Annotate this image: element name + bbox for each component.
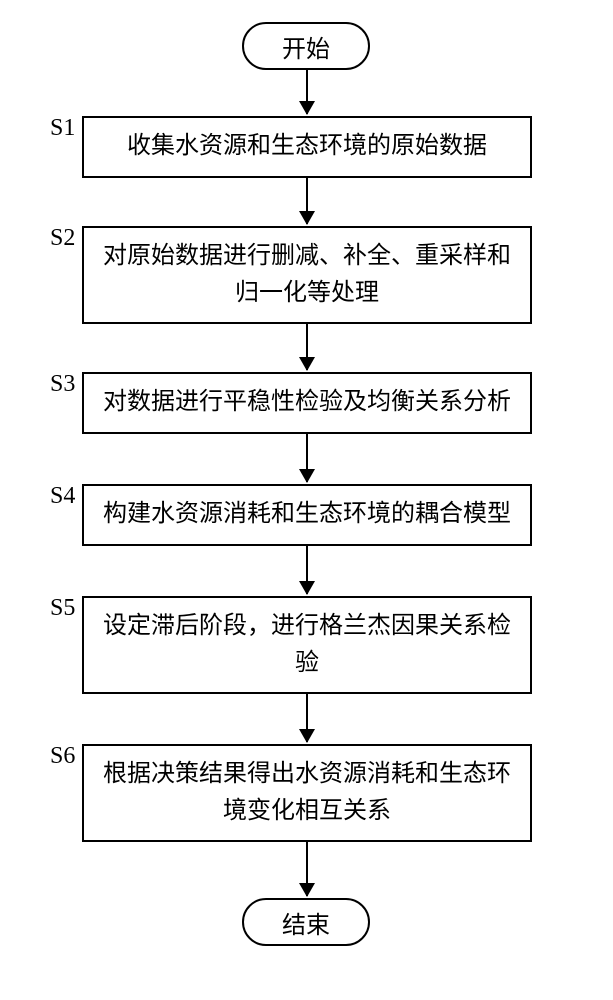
arrow-s3-s4 xyxy=(306,434,308,482)
s2-label: S2 xyxy=(50,225,75,252)
start-terminal: 开始 xyxy=(242,22,370,70)
flowchart-canvas: 开始 结束 S1 收集水资源和生态环境的原始数据 S2 对原始数据进行删减、补全… xyxy=(0,0,613,1000)
s4-text: 构建水资源消耗和生态环境的耦合模型 xyxy=(103,496,511,533)
end-terminal: 结束 xyxy=(242,898,370,946)
s4-label: S4 xyxy=(50,483,75,510)
s4-process: 构建水资源消耗和生态环境的耦合模型 xyxy=(82,484,532,546)
s2-process: 对原始数据进行删减、补全、重采样和归一化等处理 xyxy=(82,226,532,324)
s3-label: S3 xyxy=(50,371,75,398)
s6-process: 根据决策结果得出水资源消耗和生态环境变化相互关系 xyxy=(82,744,532,842)
s3-process: 对数据进行平稳性检验及均衡关系分析 xyxy=(82,372,532,434)
s5-text: 设定滞后阶段，进行格兰杰因果关系检验 xyxy=(98,608,516,682)
s1-text: 收集水资源和生态环境的原始数据 xyxy=(127,128,487,165)
start-label: 开始 xyxy=(282,29,330,64)
arrow-s5-s6 xyxy=(306,694,308,742)
arrow-start-s1 xyxy=(306,70,308,114)
arrow-s4-s5 xyxy=(306,546,308,594)
s3-text: 对数据进行平稳性检验及均衡关系分析 xyxy=(103,384,511,421)
arrow-s1-s2 xyxy=(306,178,308,224)
s2-text: 对原始数据进行删减、补全、重采样和归一化等处理 xyxy=(98,238,516,312)
arrow-s6-end xyxy=(306,842,308,896)
s6-text: 根据决策结果得出水资源消耗和生态环境变化相互关系 xyxy=(98,756,516,830)
s5-process: 设定滞后阶段，进行格兰杰因果关系检验 xyxy=(82,596,532,694)
end-label: 结束 xyxy=(282,905,330,940)
s1-process: 收集水资源和生态环境的原始数据 xyxy=(82,116,532,178)
arrow-s2-s3 xyxy=(306,324,308,370)
s6-label: S6 xyxy=(50,743,75,770)
s1-label: S1 xyxy=(50,115,75,142)
s5-label: S5 xyxy=(50,595,75,622)
